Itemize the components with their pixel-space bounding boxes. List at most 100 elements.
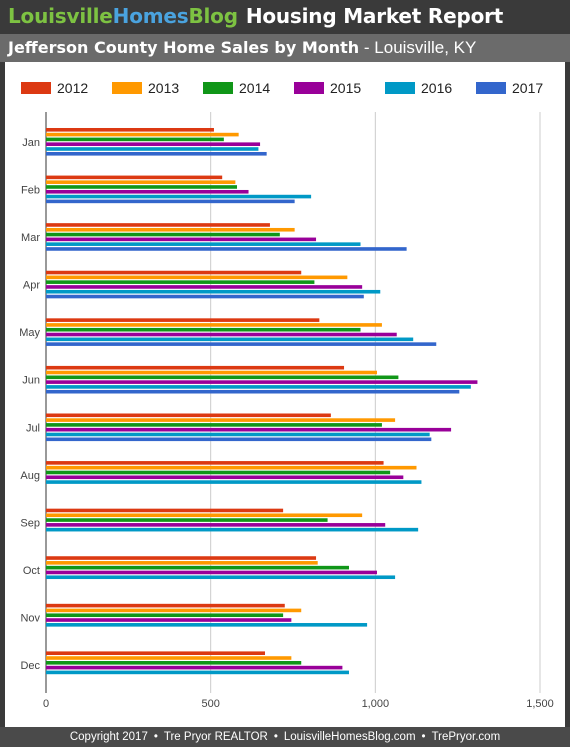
bar	[46, 194, 312, 199]
bar	[46, 480, 422, 484]
legend-swatch	[112, 82, 142, 94]
legend-swatch	[21, 82, 51, 94]
bar	[46, 518, 328, 522]
bar	[46, 332, 397, 337]
subtitle-location: - Louisville, KY	[359, 38, 477, 57]
brand-blog: Blog	[188, 4, 238, 28]
footer-separator: •	[273, 731, 278, 743]
footer-separator: •	[421, 731, 426, 743]
bar	[46, 665, 343, 670]
category-label: Sep	[20, 517, 40, 529]
bar	[46, 565, 349, 570]
brand-louisville: Louisville	[8, 4, 113, 28]
bar	[46, 323, 382, 327]
bar	[46, 670, 349, 675]
subtitle-bold: Jefferson County Home Sales by Month	[8, 38, 360, 57]
bar	[46, 275, 348, 280]
category-label: Nov	[20, 613, 40, 625]
bar	[46, 432, 430, 437]
bar	[46, 185, 238, 189]
category-label: Oct	[23, 565, 40, 577]
bar	[46, 375, 399, 380]
bar	[46, 475, 404, 480]
legend-swatch	[294, 82, 324, 94]
bar	[46, 132, 239, 137]
category-label: Jul	[26, 422, 40, 434]
bar	[46, 651, 266, 656]
footer-bar: Copyright 2017 • Tre Pryor REALTOR • Louisvi…	[0, 727, 570, 747]
bar	[46, 603, 285, 608]
subtitle-bar: Jefferson County Home Sales by Month - L…	[0, 34, 570, 62]
bar	[46, 385, 471, 389]
bar	[46, 318, 320, 322]
brand-title: LouisvilleHomesBlog Housing Market Report	[8, 4, 503, 28]
bar	[46, 151, 267, 156]
bar	[46, 423, 382, 427]
bar	[46, 199, 295, 204]
bar	[46, 189, 249, 194]
x-tick-label: 1,500	[526, 698, 554, 710]
legend-label: 2012	[57, 80, 88, 96]
legend-swatch	[203, 82, 233, 94]
category-label: Apr	[23, 280, 40, 292]
bar	[46, 465, 417, 470]
bar	[46, 470, 391, 475]
legend-label: 2017	[512, 80, 543, 96]
bar	[46, 461, 384, 465]
bar	[46, 437, 432, 442]
bar	[46, 280, 315, 284]
bar	[46, 270, 302, 275]
x-tick-label: 500	[201, 698, 219, 710]
bar	[46, 561, 318, 565]
bar	[46, 242, 361, 246]
bar	[46, 523, 386, 527]
bar	[46, 556, 317, 560]
bar	[46, 137, 224, 142]
bar	[46, 232, 280, 237]
bar	[46, 508, 284, 513]
x-tick-label: 0	[43, 698, 49, 710]
bar	[46, 175, 223, 180]
legend-swatch	[385, 82, 415, 94]
category-label: Mar	[21, 232, 40, 244]
category-label: Aug	[20, 470, 40, 482]
bar	[46, 656, 292, 660]
bar	[46, 527, 419, 532]
bar	[46, 285, 363, 289]
bar	[46, 180, 236, 184]
bar	[46, 227, 295, 232]
bar	[46, 513, 363, 518]
bar	[46, 575, 396, 580]
bar	[46, 342, 437, 346]
report-header: LouisvilleHomesBlog Housing Market Report	[0, 0, 570, 34]
bar	[46, 127, 214, 132]
bar	[46, 389, 460, 394]
footer-trepryor-link[interactable]: TrePryor.com	[431, 731, 501, 743]
legend-label: 2016	[421, 80, 452, 96]
footer-separator: •	[153, 731, 158, 743]
bar-chart: 0 500 1,000 1,500 2012 2013 2014 2015 2016 2017 Ja…	[19, 80, 554, 710]
bar	[46, 147, 259, 151]
bar	[46, 570, 377, 575]
bar	[46, 370, 377, 375]
legend-swatch	[476, 82, 506, 94]
bar	[46, 337, 414, 342]
bar	[46, 247, 407, 251]
bar	[46, 613, 284, 618]
footer-realtor: Tre Pryor REALTOR	[163, 731, 268, 743]
report-title: Housing Market Report	[245, 4, 504, 28]
subtitle: Jefferson County Home Sales by Month - L…	[8, 38, 476, 58]
legend-label: 2015	[330, 80, 361, 96]
category-label: Feb	[21, 184, 40, 196]
bar	[46, 608, 302, 613]
bar	[46, 294, 364, 299]
bar	[46, 142, 261, 146]
bar	[46, 413, 331, 418]
legend-label: 2014	[239, 80, 270, 96]
bar	[46, 289, 381, 294]
bar	[46, 418, 396, 422]
bar	[46, 327, 361, 332]
bar	[46, 623, 368, 627]
footer-site-link[interactable]: LouisvilleHomesBlog.com	[283, 731, 416, 743]
